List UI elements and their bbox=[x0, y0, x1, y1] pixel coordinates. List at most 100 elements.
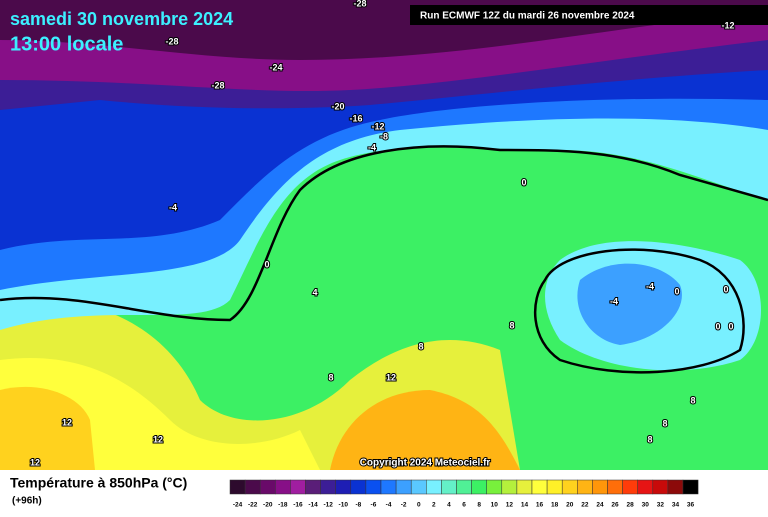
legend-label: 34 bbox=[672, 502, 680, 509]
legend-swatch bbox=[456, 479, 472, 495]
contour-label: -28 bbox=[165, 36, 178, 46]
contour-label: 8 bbox=[690, 395, 695, 405]
legend-swatch bbox=[259, 479, 276, 495]
run-info: Run ECMWF 12Z du mardi 26 novembre 2024 bbox=[420, 11, 635, 22]
legend-swatch bbox=[365, 479, 382, 495]
contour-label: 8 bbox=[662, 418, 667, 428]
legend-swatch bbox=[426, 479, 442, 495]
contour-label: -4 bbox=[646, 281, 654, 291]
lead-time: (+96h) bbox=[12, 496, 42, 507]
contour-label: -24 bbox=[269, 62, 282, 72]
legend-swatch bbox=[501, 479, 518, 495]
legend-label: 24 bbox=[596, 502, 604, 509]
legend-swatch bbox=[350, 479, 367, 495]
legend-swatch bbox=[275, 479, 291, 495]
hot-area bbox=[330, 390, 520, 470]
zero-isotherm bbox=[0, 145, 768, 322]
legend-label: 30 bbox=[642, 502, 650, 509]
contour-label: 0 bbox=[674, 286, 679, 296]
legend-label: 28 bbox=[627, 502, 635, 509]
contour-label: -12 bbox=[371, 121, 384, 131]
date-title: samedi 30 novembre 2024 bbox=[10, 9, 233, 29]
contour-label: 4 bbox=[312, 287, 317, 297]
legend-swatch bbox=[516, 479, 533, 495]
legend-label: -2 bbox=[401, 502, 407, 509]
legend-label: -12 bbox=[323, 502, 333, 509]
legend-label: -6 bbox=[371, 502, 377, 509]
legend-swatch bbox=[395, 479, 412, 495]
contour-label: 12 bbox=[153, 434, 163, 444]
field-title: Température à 850hPa (°C) bbox=[10, 475, 187, 491]
contour-label: 8 bbox=[509, 320, 514, 330]
legend-label: 6 bbox=[462, 502, 466, 509]
legend-swatch bbox=[667, 479, 684, 495]
legend-label: 8 bbox=[477, 502, 481, 509]
contour-label: 8 bbox=[647, 434, 652, 444]
contour-label: 0 bbox=[715, 321, 720, 331]
legend-swatch bbox=[441, 479, 457, 495]
legend-label: 14 bbox=[521, 502, 529, 509]
legend-swatch bbox=[546, 479, 563, 495]
contour-label: 0 bbox=[264, 259, 269, 269]
legend-swatch bbox=[561, 479, 578, 495]
legend-label: -22 bbox=[248, 502, 258, 509]
run-box bbox=[410, 5, 768, 25]
legend-label: 0 bbox=[417, 502, 421, 509]
legend-swatch bbox=[682, 479, 699, 495]
legend-label: 20 bbox=[566, 502, 574, 509]
legend-swatch bbox=[410, 479, 427, 495]
contour-label: -28 bbox=[211, 80, 224, 90]
contour-label: -4 bbox=[368, 142, 376, 152]
legend-label: 16 bbox=[536, 502, 544, 509]
legend-label: 4 bbox=[447, 502, 451, 509]
legend-swatch bbox=[607, 479, 623, 495]
legend-label: 22 bbox=[581, 502, 589, 509]
legend-label: -8 bbox=[355, 502, 361, 509]
contour-label: 0 bbox=[521, 177, 526, 187]
legend-label: 12 bbox=[506, 502, 514, 509]
legend-swatch bbox=[320, 479, 336, 495]
legend-label: -24 bbox=[233, 502, 243, 509]
legend-swatch bbox=[471, 479, 487, 495]
time-title: 13:00 locale bbox=[10, 33, 123, 55]
contour-label: -4 bbox=[610, 296, 618, 306]
contour-label: 0 bbox=[728, 321, 733, 331]
legend-label: -4 bbox=[386, 502, 392, 509]
contour-label: 8 bbox=[418, 341, 423, 351]
legend-label: 32 bbox=[657, 502, 665, 509]
legend-label: -20 bbox=[263, 502, 273, 509]
legend-label: 10 bbox=[491, 502, 499, 509]
zero-isotherm bbox=[534, 248, 745, 374]
legend-label: -18 bbox=[278, 502, 288, 509]
legend-swatch bbox=[486, 479, 503, 495]
contour-label: -20 bbox=[331, 101, 344, 111]
legend-swatch bbox=[290, 479, 306, 495]
legend-label: 36 bbox=[687, 502, 695, 509]
legend-label: -16 bbox=[293, 502, 303, 509]
legend-label: 26 bbox=[611, 502, 619, 509]
contour-label: -8 bbox=[380, 131, 388, 141]
legend-swatch bbox=[637, 479, 654, 495]
contour-label: -4 bbox=[169, 202, 177, 212]
legend-swatch bbox=[244, 479, 261, 495]
contour-label: -12 bbox=[721, 20, 734, 30]
legend-swatch bbox=[229, 479, 246, 495]
contour-label: 0 bbox=[723, 284, 728, 294]
legend-label: -10 bbox=[339, 502, 349, 509]
legend-swatch bbox=[622, 479, 638, 495]
legend-label: 18 bbox=[551, 502, 559, 509]
contour-label: 12 bbox=[386, 372, 396, 382]
legend-label: -14 bbox=[308, 502, 318, 509]
legend-swatch bbox=[380, 479, 397, 495]
contour-label: 12 bbox=[30, 457, 40, 467]
legend-label: 2 bbox=[432, 502, 436, 509]
legend-swatch bbox=[335, 479, 352, 495]
legend-swatch bbox=[305, 479, 321, 495]
contour-label: 8 bbox=[328, 372, 333, 382]
copyright: Copyright 2024 Meteociel.fr bbox=[360, 458, 491, 469]
cold-blob bbox=[577, 263, 682, 345]
contour-label: -16 bbox=[349, 113, 362, 123]
contour-label: 12 bbox=[62, 417, 72, 427]
legend-swatch bbox=[652, 479, 669, 495]
